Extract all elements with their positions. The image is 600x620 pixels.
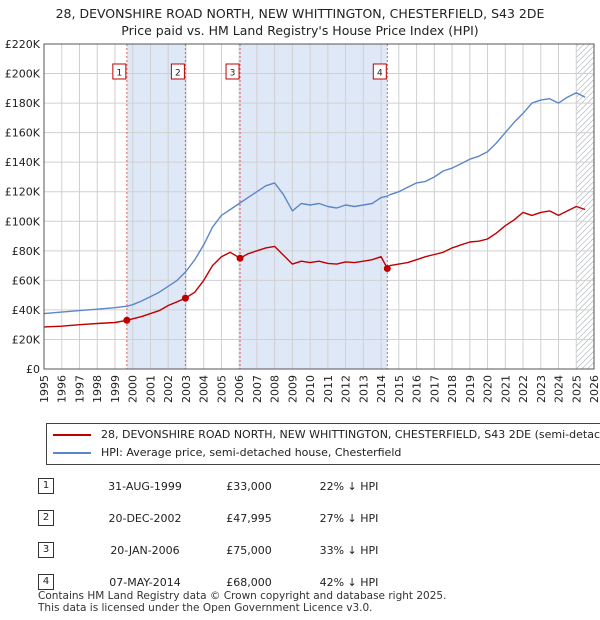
transaction-price: £33,000 (226, 479, 272, 493)
x-tick-label: 2020 (482, 375, 495, 403)
sale-point (123, 316, 131, 324)
y-tick-label: £100K (5, 215, 41, 228)
transaction-price: £68,000 (226, 575, 272, 589)
y-tick-label: £80K (12, 245, 41, 258)
chart-title: 28, DEVONSHIRE ROAD NORTH, NEW WHITTINGT… (55, 6, 545, 21)
legend-label-hpi: HPI: Average price, semi-detached house,… (101, 446, 402, 459)
transaction-number: 1 (38, 478, 54, 494)
transaction-price: £47,995 (226, 511, 272, 525)
sale-marker-box (170, 63, 185, 80)
y-tick-label: £0 (26, 363, 40, 376)
transactions-table: 1 31-AUG-1999 £33,000 22% ↓ HPI 2 20-DEC… (38, 470, 404, 598)
transaction-number: 2 (38, 510, 54, 526)
x-tick-label: 2016 (411, 375, 424, 403)
ownership-band (126, 44, 186, 369)
y-tick-label: £20K (12, 333, 41, 346)
sale-point (181, 294, 189, 302)
x-tick-label: 2009 (286, 375, 299, 403)
transaction-price: £75,000 (226, 543, 272, 557)
transaction-date: 20-JAN-2006 (110, 543, 180, 557)
sale-marker-label: 1 (116, 69, 122, 79)
transaction-date: 31-AUG-1999 (108, 479, 182, 493)
x-tick-label: 2003 (180, 375, 193, 403)
x-tick-label: 2004 (198, 375, 211, 403)
x-tick-label: 2023 (535, 375, 548, 403)
transaction-number: 3 (38, 542, 54, 558)
y-tick-label: £220K (5, 38, 41, 51)
table-row: 4 07-MAY-2014 £68,000 42% ↓ HPI (38, 566, 404, 598)
transaction-hpi-diff: 27% ↓ HPI (319, 511, 379, 525)
footer-copyright: Contains HM Land Registry data © Crown c… (38, 590, 447, 602)
x-tick-label: 2014 (375, 375, 388, 403)
chart-subtitle: Price paid vs. HM Land Registry's House … (121, 23, 479, 38)
table-row: 3 20-JAN-2006 £75,000 33% ↓ HPI (38, 534, 404, 566)
x-tick-label: 2019 (464, 375, 477, 403)
table-row: 1 31-AUG-1999 £33,000 22% ↓ HPI (38, 470, 404, 502)
chart-legend: 28, DEVONSHIRE ROAD NORTH, NEW WHITTINGT… (46, 423, 600, 465)
y-tick-label: £60K (12, 274, 41, 287)
legend-swatch-property (53, 434, 91, 436)
footer-licence: This data is licensed under the Open Gov… (38, 602, 373, 614)
sale-marker-box (112, 63, 127, 80)
sale-point (236, 254, 244, 262)
x-tick-label: 2026 (588, 375, 600, 403)
sale-marker-label: 2 (175, 69, 181, 79)
y-tick-label: £180K (5, 97, 41, 110)
x-tick-label: 1997 (73, 375, 86, 403)
x-tick-label: 1999 (109, 375, 122, 403)
transaction-date: 07-MAY-2014 (109, 575, 181, 589)
x-tick-label: 2021 (499, 375, 512, 403)
y-tick-label: £200K (5, 68, 41, 81)
legend-swatch-hpi (53, 452, 91, 454)
x-tick-label: 2001 (144, 375, 157, 403)
x-tick-label: 2022 (517, 375, 530, 403)
forecast-hatch (576, 44, 594, 369)
x-tick-label: 2005 (215, 375, 228, 403)
x-tick-label: 1996 (56, 375, 69, 403)
sale-marker-label: 4 (377, 69, 383, 79)
price-chart: 1 2 3 4 £0 £20K £40K £60K £80K £100K £120K £140K £1… (5, 38, 600, 403)
legend-label-property: 28, DEVONSHIRE ROAD NORTH, NEW WHITTINGT… (101, 428, 600, 441)
x-tick-label: 2000 (127, 375, 140, 403)
x-tick-label: 2012 (340, 375, 353, 403)
table-row: 2 20-DEC-2002 £47,995 27% ↓ HPI (38, 502, 404, 534)
y-tick-label: £120K (5, 186, 41, 199)
x-tick-label: 2017 (428, 375, 441, 403)
ownership-band (240, 44, 388, 369)
x-tick-label: 2013 (357, 375, 370, 403)
sale-marker-box (225, 63, 240, 80)
property-series-line (43, 205, 586, 328)
x-tick-label: 2002 (162, 375, 175, 403)
transaction-number: 4 (38, 574, 54, 590)
x-tick-label: 2015 (393, 375, 406, 403)
sale-marker-label: 3 (230, 69, 236, 79)
plot-frame (43, 43, 595, 370)
x-tick-label: 2006 (233, 375, 246, 403)
hpi-series-line (43, 92, 586, 315)
x-tick-label: 2025 (570, 375, 583, 403)
transaction-date: 20-DEC-2002 (108, 511, 182, 525)
x-tick-label: 1995 (38, 375, 51, 403)
transaction-hpi-diff: 33% ↓ HPI (319, 543, 379, 557)
x-tick-label: 1998 (91, 375, 104, 403)
x-tick-label: 2007 (251, 375, 264, 403)
sale-point (383, 265, 391, 273)
y-tick-label: £140K (5, 156, 41, 169)
transaction-hpi-diff: 42% ↓ HPI (319, 575, 379, 589)
x-tick-label: 2010 (304, 375, 317, 403)
x-tick-label: 2008 (269, 375, 282, 403)
x-tick-label: 2018 (446, 375, 459, 403)
x-tick-label: 2011 (322, 375, 335, 403)
transaction-hpi-diff: 22% ↓ HPI (319, 479, 379, 493)
y-tick-label: £160K (5, 127, 41, 140)
sale-marker-box (372, 63, 387, 80)
x-tick-label: 2024 (553, 375, 566, 403)
y-tick-label: £40K (12, 304, 41, 317)
